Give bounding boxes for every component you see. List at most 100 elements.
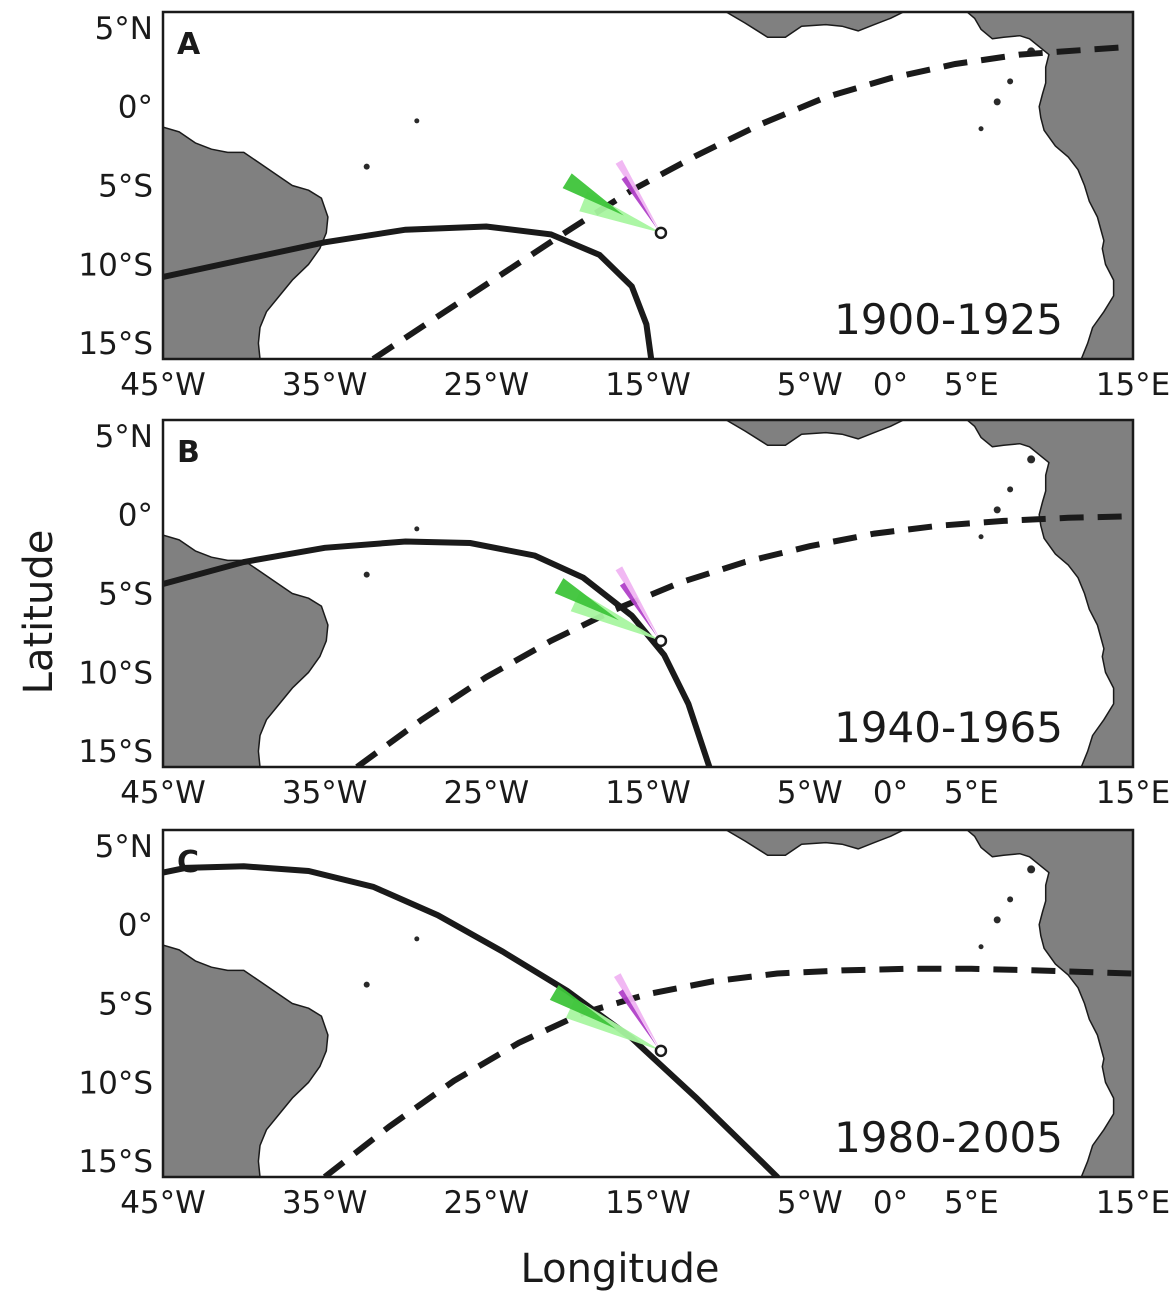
x-tick-label: 5°W: [777, 775, 843, 811]
start-point-marker: [654, 1044, 668, 1058]
drift-track-purple-dark: [621, 176, 658, 230]
island-3: [1007, 78, 1014, 85]
x-tick-label: 45°W: [120, 775, 206, 811]
start-point-marker: [654, 226, 668, 240]
x-tick-label: 35°W: [282, 775, 368, 811]
y-tick-label: 10°S: [78, 1065, 153, 1101]
drift-track-purple-light: [615, 566, 661, 641]
africa-landmass: [965, 420, 1133, 767]
island-4: [993, 98, 1001, 106]
island-6: [1027, 865, 1036, 874]
south-america-landmass: [163, 944, 329, 1177]
panel-letter: B: [177, 435, 200, 470]
y-tick-label: 5°S: [98, 169, 153, 205]
africa-landmass: [965, 830, 1133, 1177]
solid-trajectory-line: [163, 863, 781, 1177]
x-tick-label: 15°W: [605, 1185, 691, 1221]
west-africa-coast: [724, 830, 906, 856]
x-tick-label: 0°: [873, 367, 908, 403]
map-panel-c: C 1980-2005 5°N 0° 5°S 10°S 15°S 45°W 35°W 25°W 15…: [78, 828, 1170, 1221]
y-tick-label: 5°N: [95, 11, 153, 47]
period-label: 1980-2005: [834, 1113, 1063, 1162]
x-tick-label: 0°: [873, 1185, 908, 1221]
y-tick-label: 0°: [118, 908, 153, 944]
y-tick-label: 0°: [118, 90, 153, 126]
panel-letter: C: [177, 845, 199, 880]
x-tick-label: 5°E: [944, 775, 999, 811]
drift-track-green-dark: [549, 985, 616, 1029]
y-tick-label: 10°S: [78, 247, 153, 283]
y-tick-label: 15°S: [78, 326, 153, 362]
x-tick-label: 35°W: [282, 1185, 368, 1221]
x-tick-label: 35°W: [282, 367, 368, 403]
map-frame: [161, 10, 1135, 361]
dashed-trajectory-line: [322, 965, 1133, 1177]
start-point-marker: [654, 634, 668, 648]
island-6: [1027, 455, 1036, 464]
solid-trajectory-line: [163, 223, 655, 359]
island-1: [414, 526, 420, 532]
drift-track-green-dark: [554, 578, 619, 621]
map-frame: [161, 418, 1135, 769]
x-tick-label: 5°E: [944, 1185, 999, 1221]
period-label: 1900-1925: [834, 295, 1063, 344]
island-0: [363, 163, 370, 170]
x-tick-label: 45°W: [120, 367, 206, 403]
ocean: [163, 12, 1133, 359]
map-panels: A 1900-1925 5°N 0° 5°S 10°S 15°S 45°W 35°W 25°W 15…: [78, 10, 1170, 1221]
island-3: [1007, 486, 1014, 493]
island-0: [363, 571, 370, 578]
x-tick-label: 5°E: [944, 367, 999, 403]
y-tick-label: 5°N: [95, 419, 153, 455]
x-tick-label: 15°W: [605, 775, 691, 811]
ocean: [163, 420, 1133, 767]
africa-landmass: [965, 12, 1133, 359]
y-tick-label: 15°S: [78, 734, 153, 770]
drift-track-purple-dark: [619, 582, 658, 638]
x-tick-label: 5°W: [777, 367, 843, 403]
y-tick-label: 5°S: [98, 577, 153, 613]
ocean: [163, 830, 1133, 1177]
island-4: [993, 506, 1001, 514]
period-label: 1940-1965: [834, 703, 1063, 752]
y-tick-label: 5°S: [98, 987, 153, 1023]
x-tick-label: 25°W: [444, 775, 530, 811]
map-panel-b: B 1940-1965 5°N 0° 5°S 10°S 15°S 45°W 35°W 25°W 15…: [78, 418, 1170, 811]
x-tick-label: 15°E: [1096, 1185, 1170, 1221]
dashed-trajectory-line: [355, 513, 1133, 767]
x-tick-label: 45°W: [120, 1185, 206, 1221]
x-tick-label: 15°E: [1096, 775, 1170, 811]
island-5: [978, 944, 984, 950]
dashed-trajectory-line: [371, 43, 1133, 359]
south-america-landmass: [163, 126, 329, 359]
x-tick-label: 15°W: [605, 367, 691, 403]
x-tick-label: 25°W: [444, 367, 530, 403]
island-4: [993, 916, 1001, 924]
y-tick-label: 15°S: [78, 1144, 153, 1180]
map-frame: [161, 828, 1135, 1179]
island-3: [1007, 896, 1014, 903]
map-panel-a: A 1900-1925 5°N 0° 5°S 10°S 15°S 45°W 35°W 25°W 15…: [78, 10, 1170, 403]
y-tick-label: 10°S: [78, 655, 153, 691]
x-tick-label: 5°W: [777, 1185, 843, 1221]
drift-track-purple-dark: [618, 989, 658, 1048]
west-africa-coast: [724, 12, 906, 38]
island-1: [414, 936, 420, 942]
y-axis-title: Latitude: [16, 530, 62, 695]
south-america-landmass: [163, 534, 329, 767]
island-0: [363, 981, 370, 988]
solid-trajectory-line: [163, 538, 713, 767]
island-1: [414, 118, 420, 124]
island-5: [978, 534, 984, 540]
drift-track-purple-light: [614, 973, 661, 1051]
x-tick-label: 0°: [873, 775, 908, 811]
y-tick-label: 0°: [118, 498, 153, 534]
x-axis-title: Longitude: [521, 1246, 720, 1292]
x-tick-label: 25°W: [444, 1185, 530, 1221]
drift-track-green-dark: [562, 173, 624, 216]
panel-letter: A: [177, 27, 201, 62]
x-tick-label: 15°E: [1096, 367, 1170, 403]
island-5: [978, 126, 984, 132]
west-africa-coast: [724, 420, 906, 446]
